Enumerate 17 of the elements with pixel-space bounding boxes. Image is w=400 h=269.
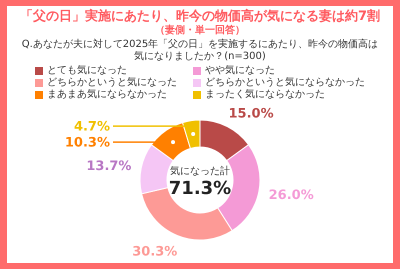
- legend-label: とても気になった: [47, 65, 127, 77]
- text: Q.あなたが夫に対して2025年「父の日」を実施するにあたり、昨今の物価高は気になりましたか？(n=300): [20, 39, 380, 63]
- legend-label: どちらかというと気になった: [47, 77, 177, 89]
- data-label: 4.7%: [74, 120, 110, 135]
- text: 気になった計: [170, 165, 230, 177]
- legend-label: まったく気にならなかった: [205, 89, 325, 101]
- text: 71.3%: [168, 178, 232, 199]
- chart-subtitle: （妻側・単一回答）: [154, 25, 246, 37]
- legend-label: まあまあ気にならなかった: [47, 89, 167, 101]
- data-label: 26.0%: [268, 188, 314, 204]
- chart-title: 「父の日」実施にあたり、昨今の物価高が気になる妻は約7割: [18, 9, 382, 24]
- data-label: 15.0%: [228, 106, 274, 122]
- legend-label: どちらかというと気にならなかった: [205, 77, 365, 89]
- data-label: 30.3%: [132, 244, 178, 260]
- data-label: 13.7%: [86, 159, 132, 174]
- legend-label: やや気になった: [205, 65, 275, 77]
- data-label: 10.3%: [64, 136, 110, 151]
